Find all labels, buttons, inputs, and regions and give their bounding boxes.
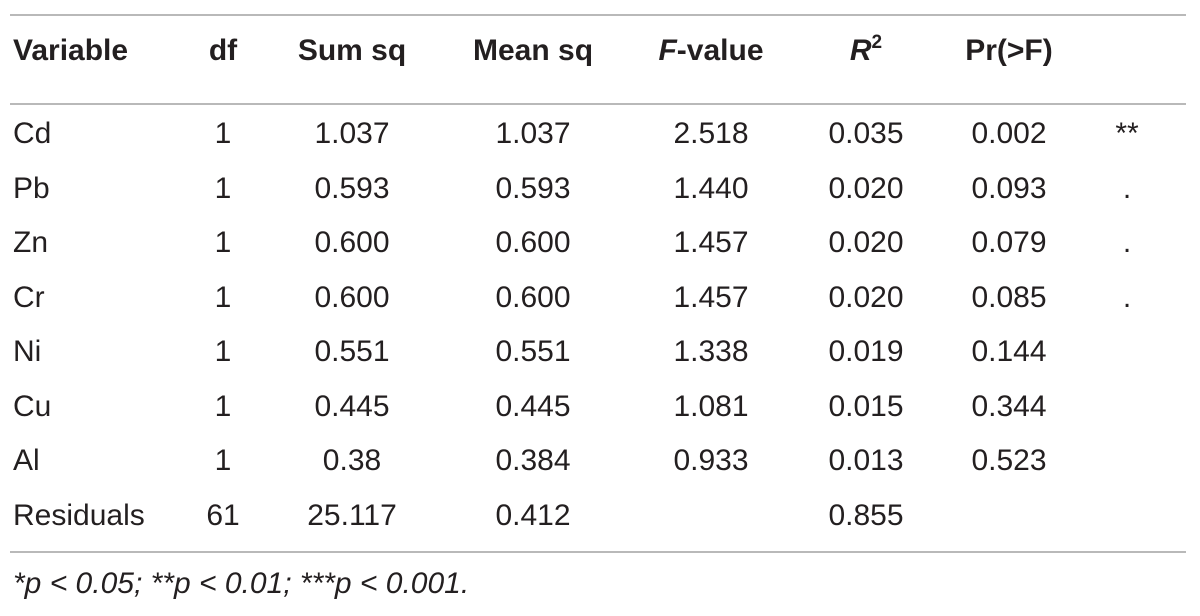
cell-mean-sq: 0.412 xyxy=(495,498,571,532)
table-header-rule xyxy=(10,103,1186,105)
cell-pr-f: 0.093 xyxy=(971,171,1047,205)
cell-variable: Residuals xyxy=(13,498,145,532)
cell-df: 1 xyxy=(214,171,232,205)
cell-df: 1 xyxy=(214,280,232,314)
header-sum-sq: Sum sq xyxy=(297,34,407,67)
cell-sum-sq: 0.38 xyxy=(322,444,382,477)
cell-df: 1 xyxy=(214,389,232,423)
cell-r-squared: 0.019 xyxy=(828,335,904,368)
cell-sum-sq: 1.037 xyxy=(314,117,390,150)
cell-variable: Cd xyxy=(13,117,52,150)
cell-r-squared: 0.015 xyxy=(828,389,904,423)
cell-variable: Cu xyxy=(13,389,52,423)
cell-df: 1 xyxy=(214,335,232,368)
cell-r-squared: 0.855 xyxy=(828,498,904,532)
header-f-suffix: -value xyxy=(676,34,764,67)
header-variable: Variable xyxy=(13,34,129,67)
cell-mean-sq: 0.384 xyxy=(495,444,571,477)
cell-df: 1 xyxy=(214,117,232,150)
header-df: df xyxy=(208,34,238,67)
header-pr-f: Pr(>F) xyxy=(965,34,1053,67)
header-mean-sq: Mean sq xyxy=(472,34,594,67)
cell-mean-sq: 0.551 xyxy=(495,335,571,368)
cell-r-squared: 0.035 xyxy=(828,117,904,150)
cell-sum-sq: 0.593 xyxy=(314,171,390,205)
cell-f-value: 1.440 xyxy=(673,171,749,205)
header-f-value: F-value xyxy=(658,33,763,69)
cell-variable: Cr xyxy=(13,280,45,314)
cell-r-squared: 0.020 xyxy=(828,171,904,205)
cell-sum-sq: 0.600 xyxy=(314,280,390,314)
cell-f-value: 1.338 xyxy=(673,335,749,368)
cell-sum-sq: 0.551 xyxy=(314,335,390,368)
cell-sum-sq: 0.600 xyxy=(314,226,390,259)
cell-mean-sq: 1.037 xyxy=(495,117,571,150)
cell-significance: . xyxy=(1122,226,1132,259)
cell-variable: Ni xyxy=(13,335,42,368)
cell-f-value: 1.081 xyxy=(673,389,749,423)
cell-f-value: 2.518 xyxy=(673,117,749,150)
cell-sum-sq: 25.117 xyxy=(307,498,397,532)
table-footnote: *p < 0.05; **p < 0.01; ***p < 0.001. xyxy=(13,567,470,600)
cell-r-squared: 0.020 xyxy=(828,280,904,314)
cell-r-squared: 0.020 xyxy=(828,226,904,259)
cell-significance: ** xyxy=(1115,117,1139,150)
cell-df: 1 xyxy=(214,226,232,259)
header-r-superscript: 2 xyxy=(871,32,883,53)
cell-pr-f: 0.523 xyxy=(971,444,1047,477)
table-bottom-rule xyxy=(10,551,1186,553)
cell-pr-f: 0.085 xyxy=(971,280,1047,314)
cell-variable: Pb xyxy=(13,171,50,205)
header-r-squared: R2 xyxy=(850,33,882,69)
cell-pr-f: 0.344 xyxy=(971,389,1047,423)
table-top-rule xyxy=(10,14,1186,16)
header-f-symbol: F xyxy=(658,34,677,67)
cell-mean-sq: 0.445 xyxy=(495,389,571,423)
cell-f-value: 1.457 xyxy=(673,280,749,314)
cell-r-squared: 0.013 xyxy=(828,444,904,477)
cell-sum-sq: 0.445 xyxy=(314,389,390,423)
cell-pr-f: 0.002 xyxy=(971,117,1047,150)
cell-f-value: 0.933 xyxy=(673,444,749,477)
cell-df: 1 xyxy=(214,444,232,477)
cell-pr-f: 0.079 xyxy=(971,226,1047,259)
cell-variable: Zn xyxy=(13,226,49,259)
cell-pr-f: 0.144 xyxy=(971,335,1047,368)
cell-mean-sq: 0.600 xyxy=(495,226,571,259)
cell-variable: Al xyxy=(13,444,40,477)
cell-df: 61 xyxy=(206,498,240,532)
cell-significance: . xyxy=(1122,171,1132,205)
header-r-symbol: R xyxy=(849,34,872,67)
cell-mean-sq: 0.593 xyxy=(495,171,571,205)
cell-mean-sq: 0.600 xyxy=(495,280,571,314)
cell-significance: . xyxy=(1122,280,1132,314)
cell-f-value: 1.457 xyxy=(673,226,749,259)
